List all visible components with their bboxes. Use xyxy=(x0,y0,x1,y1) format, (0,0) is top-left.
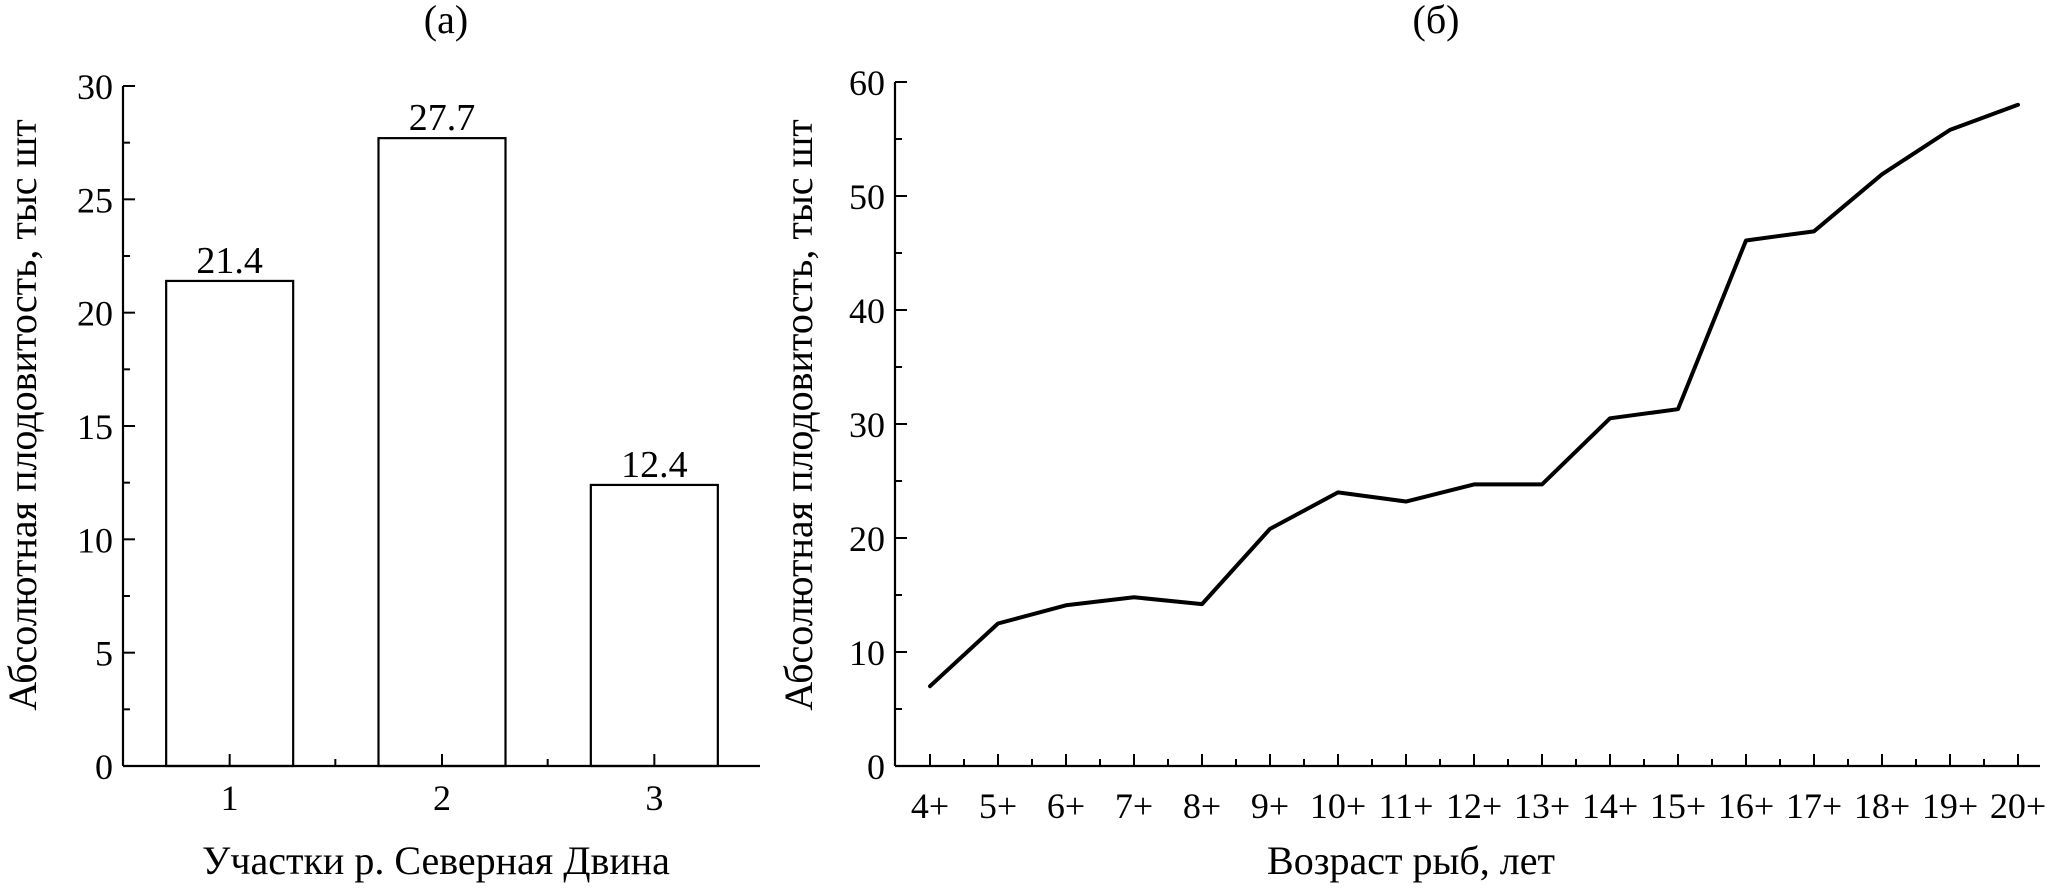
panel-a-y-tick-label: 20 xyxy=(77,294,113,334)
bar xyxy=(377,137,507,768)
panel-a-y-tick-label: 0 xyxy=(95,747,113,787)
panel-a-x-tick-label: 3 xyxy=(645,778,663,818)
panel-b-label: (б) xyxy=(1413,0,1460,42)
bar-value-label: 21.4 xyxy=(196,240,263,282)
panel-b-y-tick-label: 20 xyxy=(849,519,885,559)
panel-a-y-tick-label: 10 xyxy=(77,520,113,560)
panel-a-x-tick-label: 2 xyxy=(433,778,451,818)
panel-b-y-axis-label: Абсолютная плодовитость, тыс шт xyxy=(776,119,821,710)
panel-b-x-tick-label: 15+ xyxy=(1650,786,1706,826)
bar xyxy=(165,279,295,768)
panel-a-x-axis-label: Участки р. Северная Двина xyxy=(202,838,670,883)
panel-b-x-tick-label: 10+ xyxy=(1310,786,1366,826)
bar-value-label: 12.4 xyxy=(621,444,688,486)
panel-a-x-tick-label: 1 xyxy=(221,778,239,818)
panel-b-x-tick-label: 4+ xyxy=(911,786,949,826)
panel-b-x-tick-label: 14+ xyxy=(1582,786,1638,826)
panel-b-y-tick-label: 10 xyxy=(849,633,885,673)
panel-b-x-axis-label: Возраст рыб, лет xyxy=(1267,838,1555,883)
panel-b-x-tick-label: 5+ xyxy=(979,786,1017,826)
panel-a-y-axis-label: Абсолютная плодовитость, тыс шт xyxy=(0,119,45,710)
panel-b-y-tick-label: 30 xyxy=(849,405,885,445)
bar-chart-panel-a: (а) 21.4 27.7 12.4 0 5 10 15 20 25 30 1 2 3 Участки… xyxy=(0,0,760,883)
panel-b-x-tick-label: 16+ xyxy=(1718,786,1774,826)
panel-a-y-tick-label: 5 xyxy=(95,634,113,674)
panel-b-x-tick-label: 19+ xyxy=(1922,786,1978,826)
panel-b-x-tick-label: 12+ xyxy=(1446,786,1502,826)
panel-b-x-tick-label: 20+ xyxy=(1990,786,2046,826)
panel-b-y-tick-label: 60 xyxy=(849,63,885,103)
panel-b-x-tick-label: 11+ xyxy=(1379,786,1434,826)
panel-b-series-line xyxy=(928,102,2020,689)
panel-b-x-tick-label: 8+ xyxy=(1183,786,1221,826)
panel-a-label: (а) xyxy=(424,0,468,42)
panel-b-x-tick-label: 17+ xyxy=(1786,786,1842,826)
panel-b-x-tick-label: 7+ xyxy=(1115,786,1153,826)
line-chart-panel-b: (б) 0 10 20 30 40 50 60 4+ 5+ 6+ 7+ 8+ 9+ 10+ 11+ 12+ 13… xyxy=(776,0,2046,883)
panel-b-y-tick-label: 40 xyxy=(849,291,885,331)
panel-a-y-tick-label: 30 xyxy=(77,67,113,107)
bar xyxy=(589,483,719,768)
panel-a-y-tick-label: 25 xyxy=(77,180,113,220)
panel-b-x-tick-label: 6+ xyxy=(1047,786,1085,826)
panel-b-x-tick-label: 9+ xyxy=(1251,786,1289,826)
panel-b-x-tick-label: 13+ xyxy=(1514,786,1570,826)
bar-value-label: 27.7 xyxy=(409,97,476,139)
panel-b-y-tick-label: 50 xyxy=(849,177,885,217)
panel-a-y-tick-label: 15 xyxy=(77,407,113,447)
panel-b-y-tick-label: 0 xyxy=(867,747,885,787)
panel-b-x-tick-label: 18+ xyxy=(1854,786,1910,826)
